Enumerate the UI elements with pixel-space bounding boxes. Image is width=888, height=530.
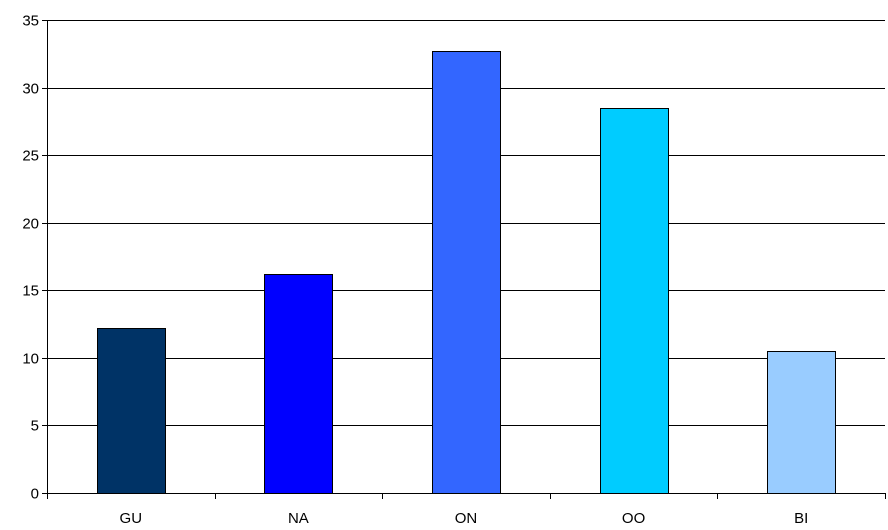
x-tick-label: NA [288,510,309,527]
x-tick-label: OO [622,510,645,527]
x-tick-label: GU [120,510,143,527]
bars [97,51,836,494]
bar-ON [432,51,501,494]
tick-labels: 0 5 10 15 20 25 30 35 GU NA ON OO BI [22,13,808,528]
y-tick-label: 15 [22,283,39,300]
y-tick-label: 25 [22,148,39,165]
y-tick-label: 0 [31,486,39,503]
y-tick-label: 10 [22,351,39,368]
bar-OO [600,108,669,494]
x-tick-label: BI [794,510,808,527]
x-tick-label: ON [455,510,478,527]
bar-BI [767,351,836,494]
bar-NA [264,274,333,494]
bar-GU [97,328,166,494]
y-tick-label: 5 [31,418,39,435]
y-tick-label: 20 [22,216,39,233]
y-tick-label: 30 [22,81,39,98]
axes [42,20,886,499]
y-tick-label: 35 [22,13,39,30]
